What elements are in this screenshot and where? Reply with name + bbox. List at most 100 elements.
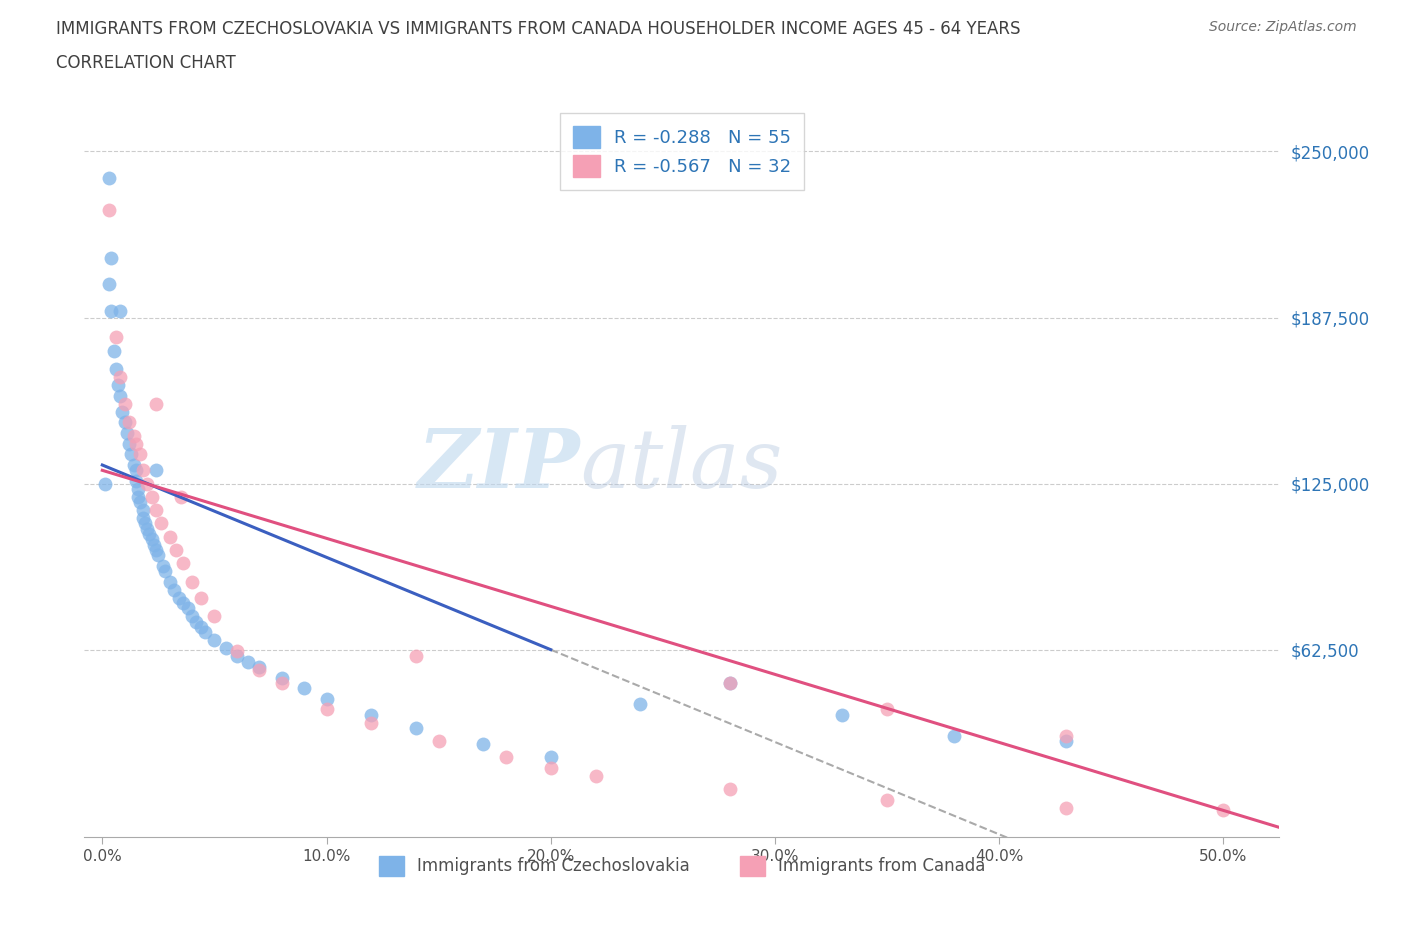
Point — [145, 503, 167, 518]
Point — [129, 447, 152, 462]
Point — [129, 495, 152, 510]
Point — [114, 396, 136, 411]
Point — [718, 675, 741, 690]
Point — [118, 436, 141, 451]
Point — [159, 575, 181, 590]
Text: atlas: atlas — [581, 425, 783, 505]
Point — [315, 691, 337, 706]
Point — [138, 526, 160, 541]
Point — [120, 447, 142, 462]
Point — [202, 633, 225, 648]
Point — [718, 675, 741, 690]
Point — [405, 721, 427, 736]
Point — [110, 370, 132, 385]
Point — [943, 728, 966, 743]
Point — [270, 671, 292, 685]
Point — [100, 250, 122, 265]
Point — [98, 170, 121, 185]
Point — [214, 641, 236, 656]
Text: CORRELATION CHART: CORRELATION CHART — [56, 54, 236, 72]
Point — [405, 649, 427, 664]
Point — [186, 615, 208, 630]
Point — [136, 522, 159, 537]
Point — [170, 489, 193, 504]
Text: IMMIGRANTS FROM CZECHOSLOVAKIA VS IMMIGRANTS FROM CANADA HOUSEHOLDER INCOME AGES: IMMIGRANTS FROM CZECHOSLOVAKIA VS IMMIGR… — [56, 20, 1021, 38]
Point — [585, 768, 607, 783]
Point — [100, 303, 122, 318]
Point — [1054, 801, 1077, 816]
Point — [495, 750, 517, 764]
Point — [127, 482, 149, 497]
Point — [114, 415, 136, 430]
Point — [131, 503, 153, 518]
Point — [136, 476, 159, 491]
Point — [270, 675, 292, 690]
Point — [292, 681, 315, 696]
Point — [831, 708, 853, 723]
Point — [163, 582, 186, 597]
Point — [122, 458, 145, 472]
Point — [142, 538, 165, 552]
Text: Source: ZipAtlas.com: Source: ZipAtlas.com — [1209, 20, 1357, 34]
Point — [194, 625, 217, 640]
Point — [360, 708, 382, 723]
Point — [115, 426, 138, 441]
Point — [236, 654, 259, 669]
Legend: Immigrants from Czechoslovakia, Immigrants from Canada: Immigrants from Czechoslovakia, Immigran… — [370, 847, 994, 884]
Point — [103, 343, 125, 358]
Point — [141, 532, 163, 547]
Point — [125, 436, 148, 451]
Point — [148, 548, 170, 563]
Point — [1212, 803, 1234, 817]
Point — [152, 559, 174, 574]
Point — [190, 619, 212, 634]
Point — [540, 750, 562, 764]
Point — [628, 697, 651, 711]
Point — [360, 715, 382, 730]
Point — [145, 396, 167, 411]
Point — [472, 737, 495, 751]
Point — [876, 702, 898, 717]
Point — [1054, 734, 1077, 749]
Point — [127, 489, 149, 504]
Point — [247, 659, 270, 674]
Point — [159, 529, 181, 544]
Point — [718, 782, 741, 797]
Point — [98, 277, 121, 292]
Point — [111, 405, 134, 419]
Point — [202, 609, 225, 624]
Point — [110, 389, 132, 404]
Point — [125, 473, 148, 488]
Point — [167, 591, 190, 605]
Point — [131, 463, 153, 478]
Point — [181, 575, 204, 590]
Point — [131, 511, 153, 525]
Point — [134, 516, 156, 531]
Point — [93, 476, 115, 491]
Point — [98, 203, 121, 218]
Point — [145, 542, 167, 557]
Point — [153, 564, 176, 578]
Point — [1054, 728, 1077, 743]
Point — [122, 429, 145, 444]
Point — [107, 378, 129, 392]
Point — [176, 601, 198, 616]
Point — [172, 556, 194, 571]
Point — [125, 463, 148, 478]
Point — [141, 489, 163, 504]
Point — [876, 792, 898, 807]
Point — [110, 303, 132, 318]
Point — [145, 463, 167, 478]
Point — [427, 734, 450, 749]
Point — [172, 596, 194, 611]
Point — [247, 662, 270, 677]
Point — [540, 761, 562, 776]
Point — [315, 702, 337, 717]
Point — [149, 516, 172, 531]
Point — [181, 609, 204, 624]
Text: ZIP: ZIP — [418, 425, 581, 505]
Point — [165, 542, 187, 557]
Point — [190, 591, 212, 605]
Point — [118, 415, 141, 430]
Point — [104, 362, 127, 377]
